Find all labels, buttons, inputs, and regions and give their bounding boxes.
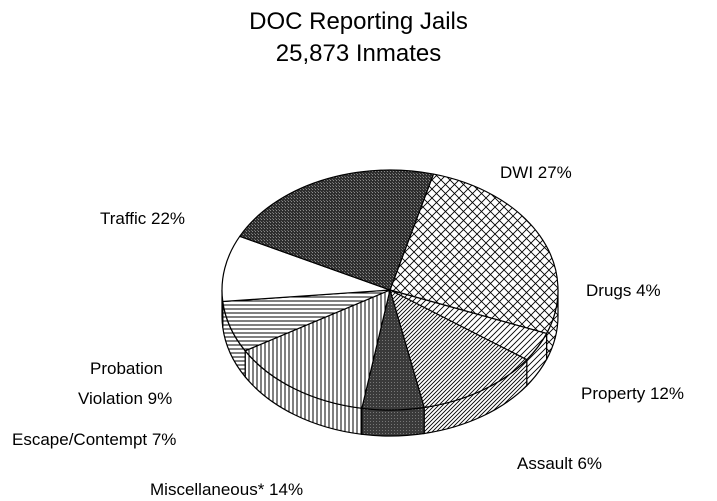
chart-subtitle: 25,873 Inmates	[275, 40, 442, 67]
pie-slice-property	[389, 289, 528, 409]
slice-label-probation-violation-line-1: Probation	[90, 359, 163, 378]
slice-label-probation-violation-line-2: Violation 9%	[78, 389, 172, 408]
chart-title: DOC Reporting Jails	[249, 8, 468, 35]
pie-slice-traffic	[239, 169, 435, 291]
slice-label-assault: Assault 6%	[517, 454, 602, 473]
slice-label-traffic: Traffic 22%	[100, 209, 185, 228]
slice-label-drugs: Drugs 4%	[586, 281, 661, 300]
pie-slice-probation-violation	[221, 235, 391, 303]
pie-side-assault	[361, 406, 425, 437]
slice-label-property: Property 12%	[581, 384, 684, 403]
pie-slice-dwi	[389, 173, 559, 335]
slice-label-dwi: DWI 27%	[500, 163, 572, 182]
slice-label-escape-contempt: Escape/Contempt 7%	[12, 430, 176, 449]
pie-slice-miscellaneous	[244, 289, 391, 409]
slice-label-miscellaneous: Miscellaneous* 14%	[150, 480, 303, 499]
